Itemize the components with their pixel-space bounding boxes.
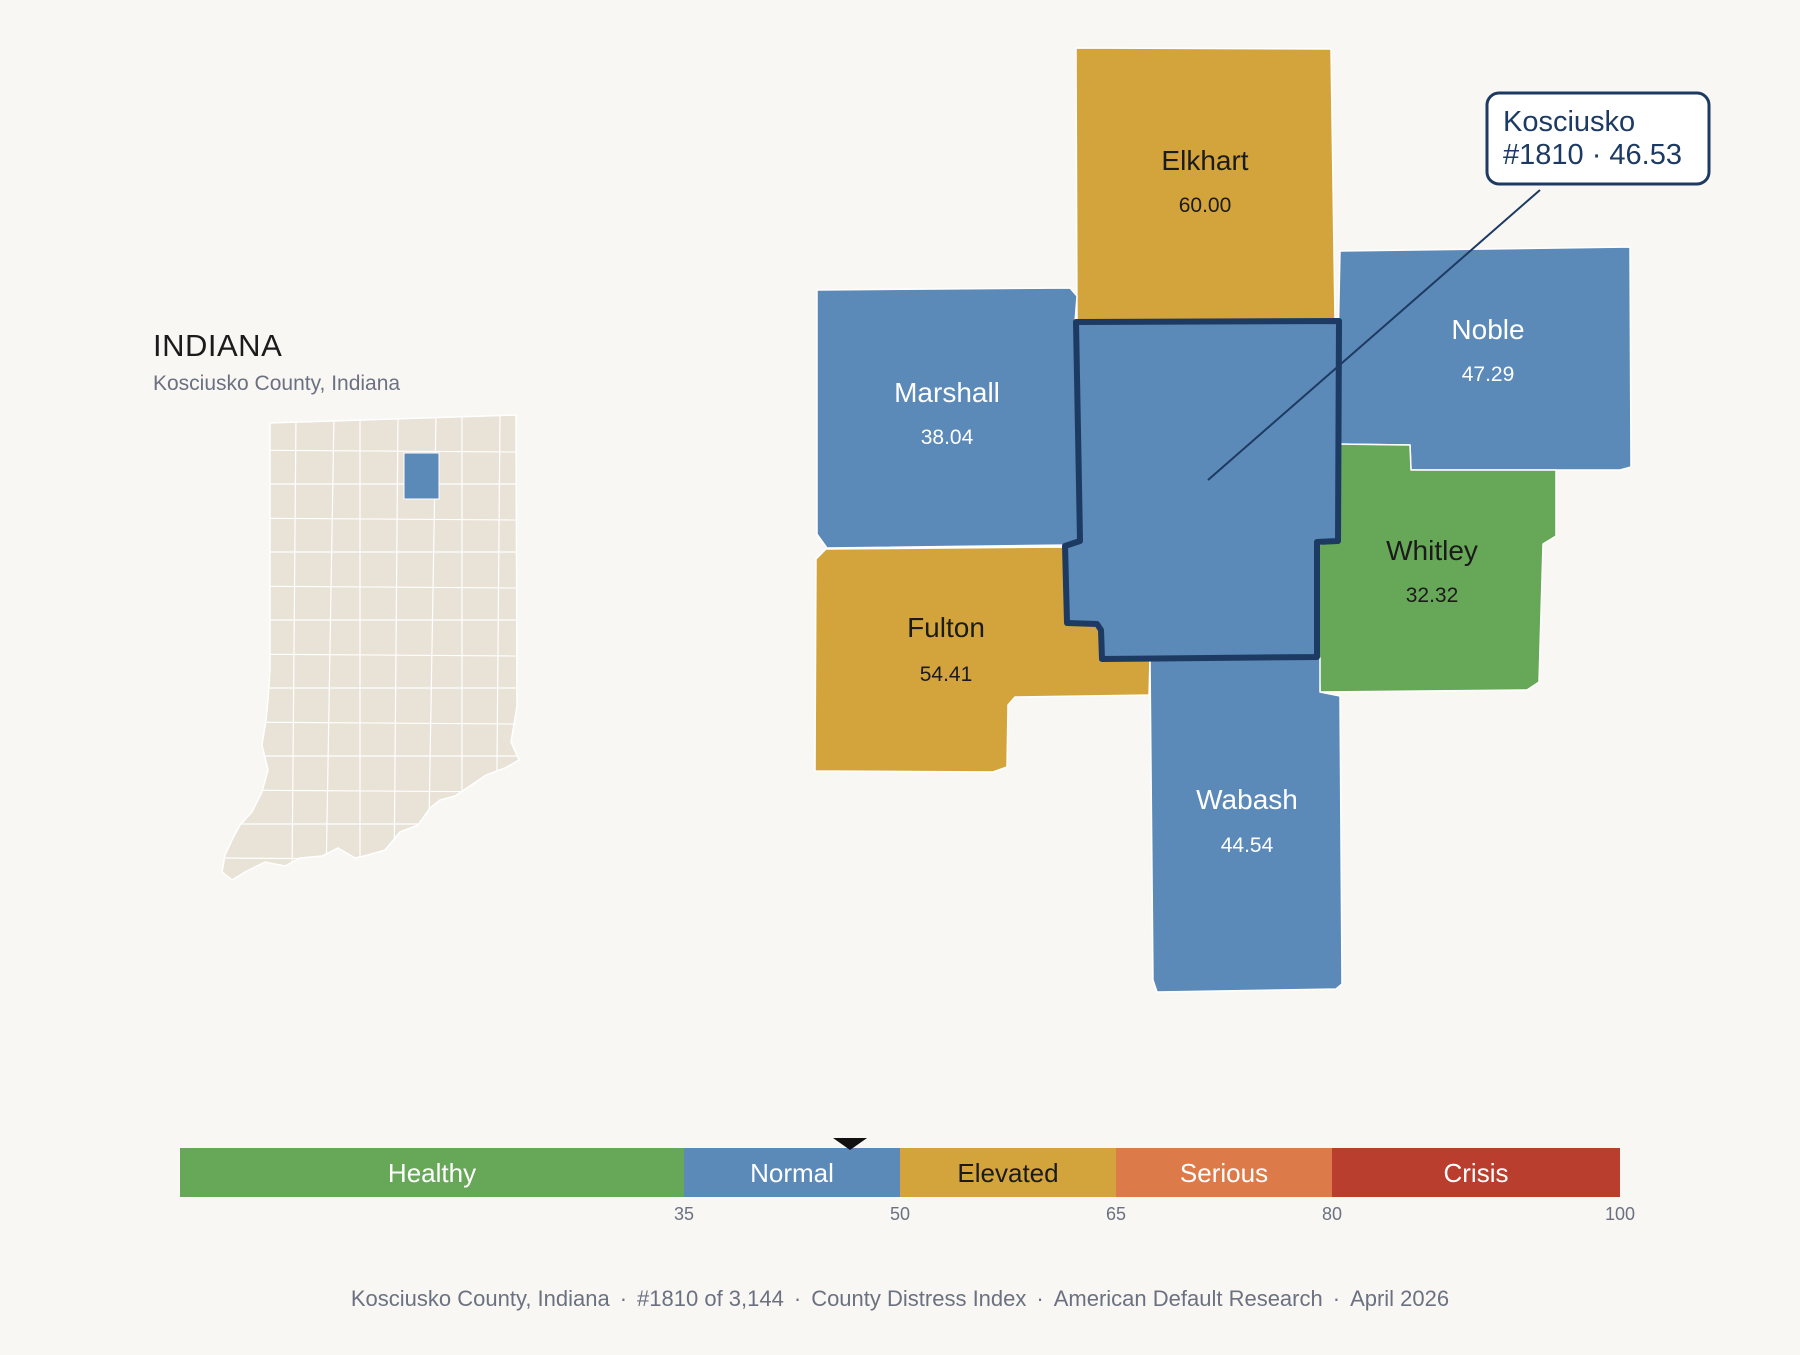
county-label-whitley: Whitley <box>1386 535 1478 566</box>
county-elkhart[interactable] <box>1075 47 1336 323</box>
county-map <box>814 47 1632 993</box>
scale-tick-label: 80 <box>1322 1204 1342 1224</box>
scale-band-crisis <box>1332 1148 1620 1197</box>
inset-subtitle: Kosciusko County, Indiana <box>153 372 401 395</box>
kosciusko-inset-highlight <box>403 452 440 500</box>
scale-band-label-normal: Normal <box>750 1158 834 1188</box>
inset-state-title: INDIANA <box>153 328 283 363</box>
county-marshall[interactable] <box>816 287 1081 549</box>
footer-rank: #1810 of 3,144 <box>637 1286 784 1311</box>
scale-band-label-elevated: Elevated <box>957 1158 1058 1188</box>
county-kosciusko[interactable] <box>1062 318 1342 662</box>
indiana-county-lines <box>222 415 519 880</box>
county-noble[interactable] <box>1335 246 1632 471</box>
indiana-inset-map <box>221 414 520 881</box>
county-label-wabash: Wabash <box>1196 784 1298 815</box>
distress-scale-legend: Healthy Normal Elevated Serious Crisis 35 50 65… <box>180 1138 1635 1224</box>
county-value-marshall: 38.04 <box>921 426 974 449</box>
footer-index-name: County Distress Index <box>811 1286 1027 1311</box>
county-wabash[interactable] <box>1149 657 1343 993</box>
scale-band-label-healthy: Healthy <box>388 1158 476 1188</box>
county-whitley[interactable] <box>1316 443 1557 693</box>
scale-tick-label: 100 <box>1605 1204 1635 1224</box>
county-label-elkhart: Elkhart <box>1161 145 1248 176</box>
scale-band-label-crisis: Crisis <box>1444 1158 1509 1188</box>
scale-band-serious <box>1116 1148 1332 1197</box>
callout-leader-line <box>1207 189 1541 481</box>
focus-callout: Kosciusko #1810 · 46.53 <box>1207 91 1711 481</box>
county-labels: Elkhart 60.00 Marshall 38.04 Noble 47.29… <box>894 145 1524 857</box>
scale-band-label-serious: Serious <box>1180 1158 1268 1188</box>
callout-rank-value: #1810 · 46.53 <box>1503 139 1682 171</box>
scale-band-elevated <box>900 1148 1116 1197</box>
indiana-state-shape <box>221 414 520 881</box>
county-label-marshall: Marshall <box>894 377 1000 408</box>
county-label-fulton: Fulton <box>907 612 985 643</box>
footer-date: April 2026 <box>1350 1286 1450 1311</box>
scale-tick-label: 35 <box>674 1204 694 1224</box>
footer-source: American Default Research <box>1053 1286 1323 1311</box>
callout-county-name: Kosciusko <box>1503 106 1635 138</box>
footer-county: Kosciusko County, Indiana <box>350 1286 610 1311</box>
county-value-fulton: 54.41 <box>920 663 973 686</box>
scale-band-healthy <box>180 1148 684 1197</box>
county-value-noble: 47.29 <box>1462 363 1515 386</box>
scale-tick-label: 50 <box>890 1204 910 1224</box>
scale-position-marker <box>833 1138 868 1150</box>
callout-box <box>1485 91 1711 186</box>
county-value-wabash: 44.54 <box>1221 834 1274 857</box>
county-label-noble: Noble <box>1451 314 1524 345</box>
county-value-whitley: 32.32 <box>1406 584 1459 607</box>
scale-tick-label: 65 <box>1106 1204 1126 1224</box>
footer-caption: Kosciusko County, Indiana · #1810 of 3,144… <box>350 1286 1450 1311</box>
county-value-elkhart: 60.00 <box>1179 194 1232 217</box>
scale-band-normal <box>684 1148 900 1197</box>
